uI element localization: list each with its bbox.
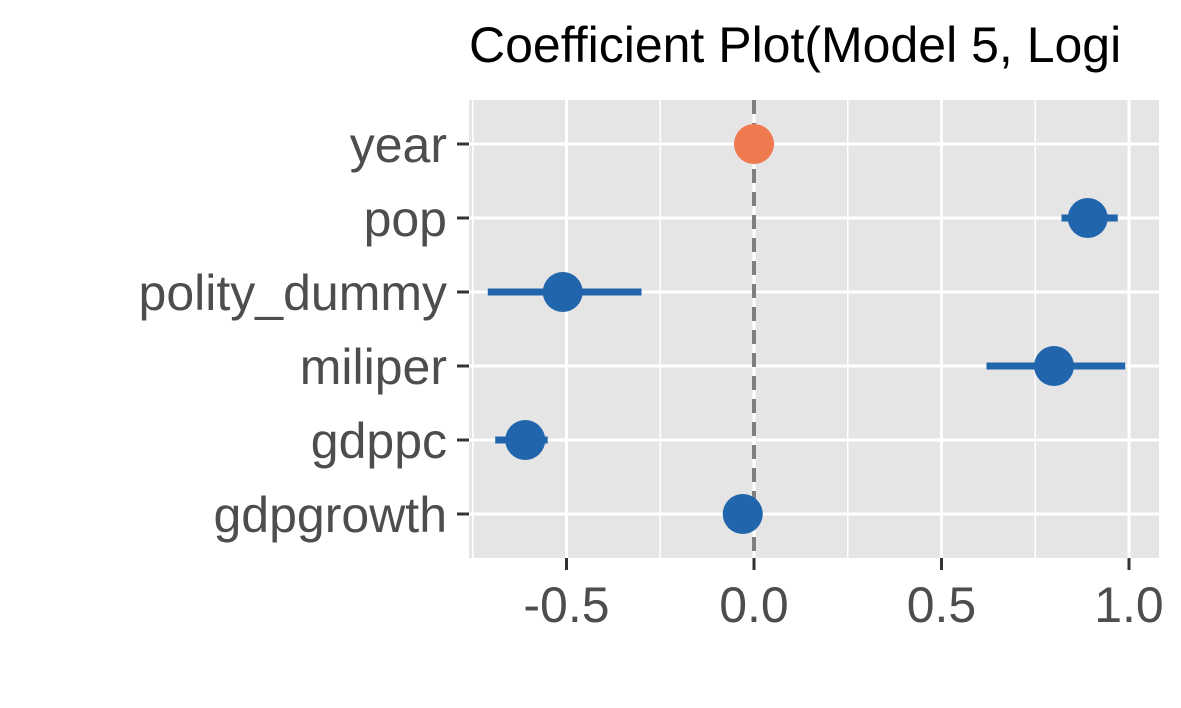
x-tick-label: -0.5 bbox=[523, 577, 609, 633]
coefficient-point bbox=[542, 272, 583, 312]
x-tick-label: 1.0 bbox=[1094, 577, 1164, 633]
grid-minor bbox=[472, 100, 1036, 558]
coefficient-point bbox=[505, 420, 546, 460]
y-tick-label: year bbox=[350, 117, 447, 173]
y-tick-label: miliper bbox=[300, 339, 447, 395]
y-tick-label: polity_dummy bbox=[139, 265, 447, 321]
y-tick-label: pop bbox=[364, 191, 447, 247]
coefficient-point bbox=[1034, 346, 1074, 386]
x-axis: -0.5 0.0 0.5 1.0 bbox=[523, 558, 1164, 633]
x-tick-label: 0.0 bbox=[719, 577, 789, 633]
coefficient-point bbox=[1067, 198, 1108, 238]
chart-title: Coefficient Plot(Model 5, Logi bbox=[469, 17, 1121, 73]
y-tick-label: gdppc bbox=[311, 413, 447, 469]
x-tick-label: 0.5 bbox=[907, 577, 977, 633]
coefficient-marks bbox=[487, 124, 1126, 534]
y-tick-label: gdpgrowth bbox=[214, 487, 448, 543]
plot-panel bbox=[469, 100, 1159, 558]
coefficient-point bbox=[734, 124, 774, 164]
coefficient-point bbox=[722, 494, 763, 534]
